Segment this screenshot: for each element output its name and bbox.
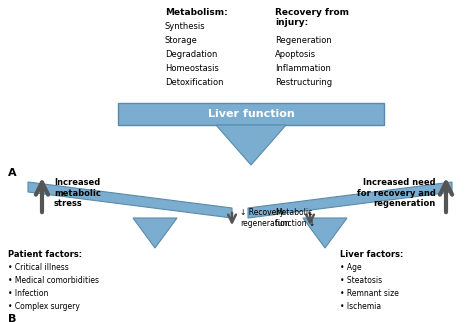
Text: Regeneration: Regeneration [275,36,332,45]
Text: • Infection: • Infection [8,289,48,298]
Text: • Complex surgery: • Complex surgery [8,302,80,311]
Text: ↓ Recovery
regeneration: ↓ Recovery regeneration [240,208,290,228]
Text: Apoptosis: Apoptosis [275,50,316,59]
Text: • Steatosis: • Steatosis [340,276,382,285]
Text: Patient factors:: Patient factors: [8,250,82,259]
Text: Synthesis: Synthesis [165,22,206,31]
Text: Increased
metabolic
stress: Increased metabolic stress [54,178,101,208]
Text: • Critical illness: • Critical illness [8,263,69,272]
Text: Homeostasis: Homeostasis [165,64,219,73]
Text: • Remnant size: • Remnant size [340,289,399,298]
Bar [118,103,384,125]
Text: B: B [8,314,17,322]
Text: • Medical comorbidities: • Medical comorbidities [8,276,99,285]
Text: A: A [8,168,17,178]
Text: Restructuring: Restructuring [275,78,332,87]
Text: Liver function: Liver function [208,109,294,119]
Text: Inflammation: Inflammation [275,64,331,73]
Text: Recovery from
injury:: Recovery from injury: [275,8,349,27]
Polygon shape [133,218,177,248]
Text: Metabolism:: Metabolism: [165,8,228,17]
Text: Degradation: Degradation [165,50,218,59]
Text: • Age: • Age [340,263,362,272]
Polygon shape [303,218,347,248]
Text: Detoxification: Detoxification [165,78,224,87]
Polygon shape [248,182,452,218]
Polygon shape [216,125,286,165]
Text: Metabolic
function ↓: Metabolic function ↓ [275,208,315,228]
Text: Storage: Storage [165,36,198,45]
Text: • Ischemia: • Ischemia [340,302,381,311]
Text: Liver factors:: Liver factors: [340,250,403,259]
Text: Increased need
for recovery and
regeneration: Increased need for recovery and regenera… [357,178,436,208]
Polygon shape [28,182,232,218]
